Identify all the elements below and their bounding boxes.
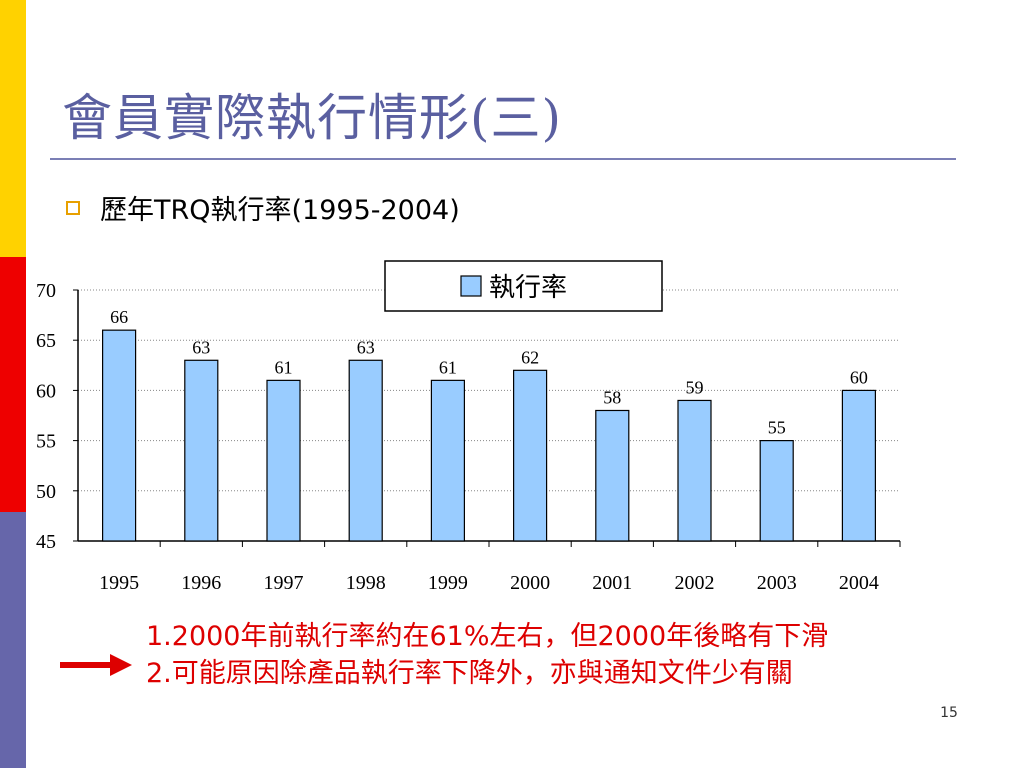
data-label-1996: 63 [192,337,210,357]
x-tick-label-2001: 2001 [592,572,632,594]
y-tick-label: 70 [36,280,56,302]
bar-chart: 45 50 55 60 65 70 66 1995 63 1996 61 1997 63 1998 61 19… [36,260,901,594]
note-line-1: 1.2000年前執行率約在61%左右，但2000年後略有下滑 [146,621,829,652]
bar-1997 [266,379,301,542]
data-label-1997: 61 [275,357,293,377]
x-tick-label-1999: 1999 [428,572,468,594]
data-label-1998: 63 [357,337,375,357]
legend-box [384,260,663,312]
side-strip-red [0,257,26,512]
side-strip-yellow [0,0,26,257]
x-tick-label-1996: 1996 [181,572,221,594]
x-tick-label-1995: 1995 [99,572,139,594]
bar-2004 [841,389,877,542]
x-tick-label-1997: 1997 [264,572,304,594]
bar-1995 [101,329,137,542]
legend-label: 執行率 [489,273,567,303]
hollow-square-bullet-icon [66,201,80,215]
side-strip-blue [0,512,26,768]
bar-2000 [512,369,548,542]
y-tick-label: 55 [36,431,56,453]
bar-1996 [184,359,219,542]
data-label-2002: 59 [686,377,704,397]
data-label-2001: 58 [603,387,621,407]
data-label-1995: 66 [110,307,128,327]
right-arrow-icon [60,654,132,676]
x-tick-label-2004: 2004 [839,572,879,594]
y-tick-label: 50 [36,481,56,503]
y-tick-label: 45 [36,531,56,553]
bullet-text: 歷年TRQ執行率(1995-2004) [100,195,460,226]
x-tick-label-1998: 1998 [346,572,386,594]
bar-1999 [430,379,465,542]
bar-2001 [595,409,630,542]
bar-2003 [759,440,794,542]
data-label-2004: 60 [850,367,868,387]
data-label-1999: 61 [439,357,457,377]
x-tick-label-2003: 2003 [757,572,797,594]
y-tick-label: 65 [36,330,56,352]
title-divider [50,158,956,160]
y-tick-label: 60 [36,380,56,402]
legend-swatch [460,275,482,297]
note-line-2: 2.可能原因除產品執行率下降外，亦與通知文件少有關 [146,658,793,689]
bar-1998 [348,359,383,542]
data-label-2000: 62 [521,347,539,367]
page-number: 15 [940,705,958,721]
x-tick-label-2002: 2002 [675,572,715,594]
slide-title: 會員實際執行情形(三) [62,89,563,147]
bar-2002 [677,399,712,542]
data-label-2003: 55 [768,418,786,438]
x-tick-label-2000: 2000 [510,572,550,594]
